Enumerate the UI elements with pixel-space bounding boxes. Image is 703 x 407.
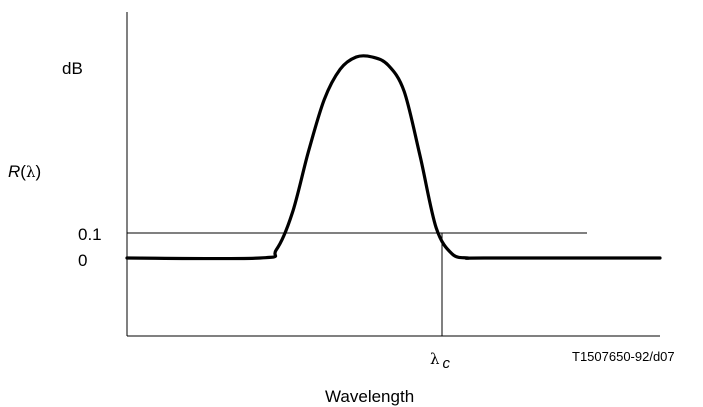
y-axis-label: R(λ) bbox=[8, 162, 41, 181]
y-tick-label-zero: 0 bbox=[78, 251, 87, 270]
y-label-paren-close: ) bbox=[35, 162, 41, 181]
y-label-main: R bbox=[8, 162, 20, 181]
reflectance-curve bbox=[125, 54, 662, 261]
cutoff-subscript: c bbox=[443, 355, 451, 372]
y-label-symbol: λ bbox=[26, 163, 36, 181]
cutoff-symbol: λ bbox=[430, 350, 440, 368]
figure-id: T1507650-92/d07 bbox=[572, 349, 675, 364]
x-axis-label: Wavelength bbox=[325, 387, 414, 406]
y-unit-label: dB bbox=[62, 59, 83, 78]
y-tick-label-threshold: 0.1 bbox=[78, 225, 102, 244]
y-label-paren-open: ( bbox=[20, 162, 26, 181]
